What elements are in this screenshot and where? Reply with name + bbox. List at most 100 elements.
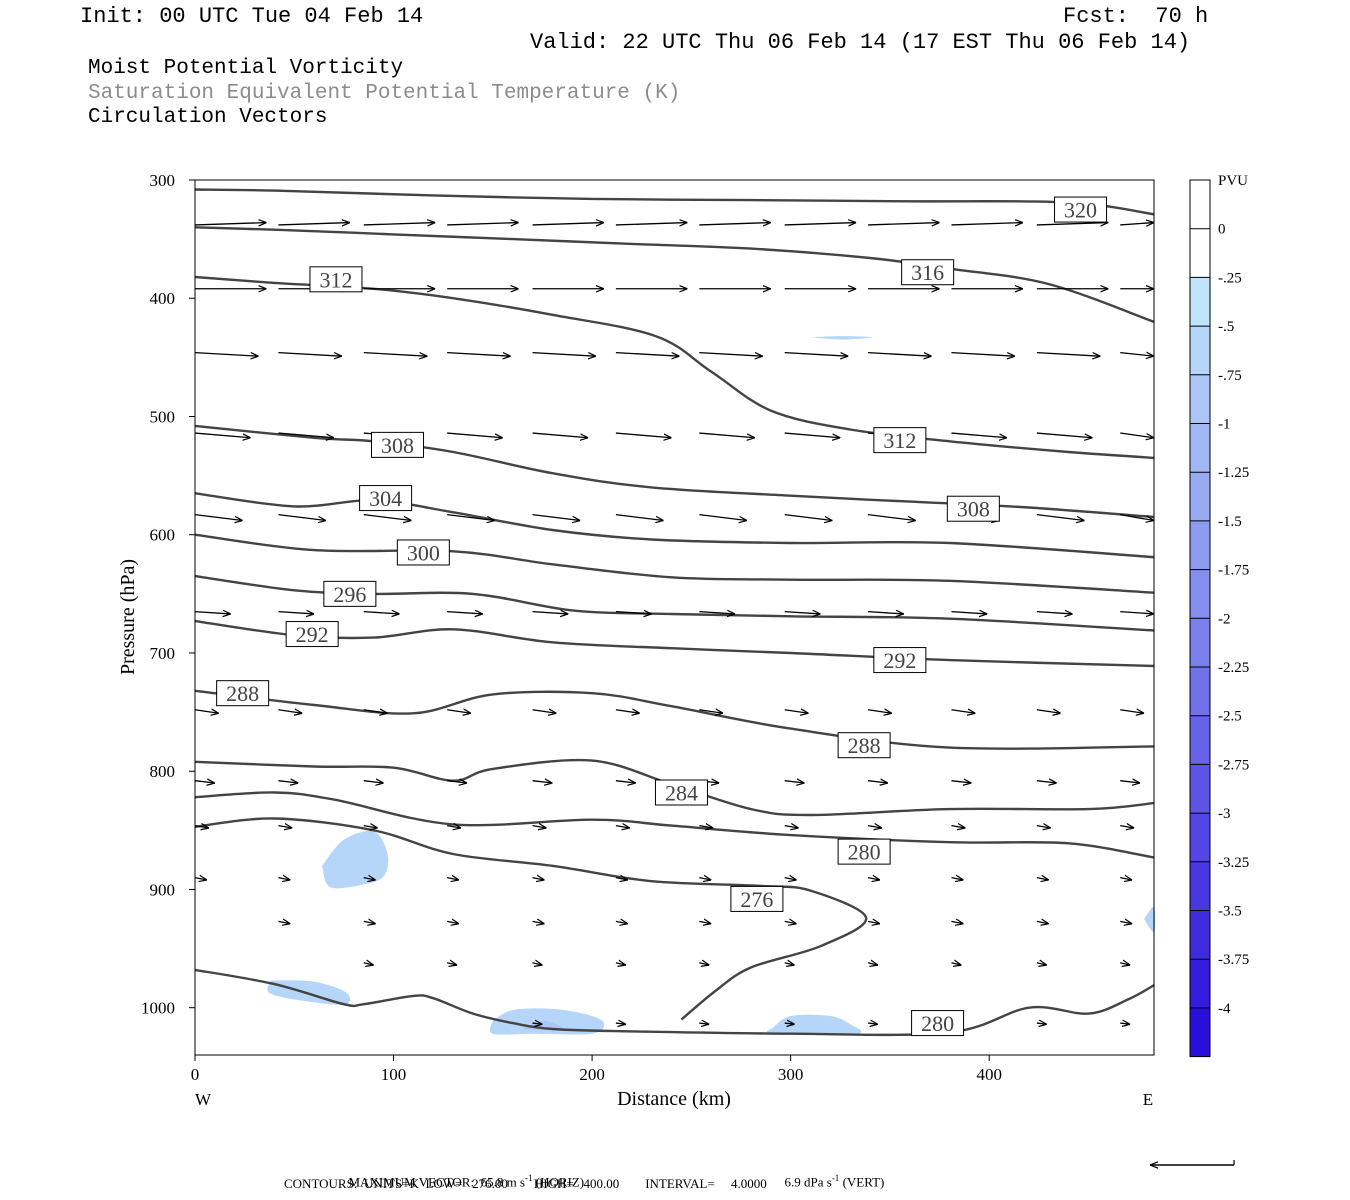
contour-label-11: 288 (848, 733, 881, 758)
circulation-vector-32 (868, 351, 932, 357)
circulation-vector-87 (447, 781, 467, 783)
theta-contour-292-7 (194, 619, 1155, 668)
colorbar-swatch-9 (1190, 618, 1210, 667)
plot-frame (194, 179, 1155, 1056)
contour-label-box-16 (911, 1010, 965, 1037)
colorbar-swatch-14 (1190, 861, 1210, 911)
circulation-vector-132 (447, 963, 457, 965)
x-west-label: W (195, 1090, 212, 1109)
contour-label-box-8 (323, 580, 377, 607)
circulation-vector-91 (784, 781, 805, 783)
circulation-vector-37 (278, 432, 334, 438)
circulation-vector-105 (951, 826, 965, 828)
colorbar-label-9: -2.25 (1218, 660, 1249, 676)
contour-label-box-13 (654, 779, 708, 806)
field-title-theta-es: Saturation Equivalent Potential Temperat… (88, 82, 681, 105)
circulation-vector-58 (1036, 513, 1085, 521)
contour-label-box-10 (285, 621, 339, 648)
theta-contour-320-0 (194, 188, 1155, 216)
circulation-vector-113 (615, 878, 628, 880)
circulation-vector-118 (1036, 878, 1049, 880)
circulation-vector-139 (1036, 963, 1047, 965)
circulation-vector-101 (615, 826, 630, 828)
circulation-vector-30 (699, 351, 763, 357)
circulation-vector-108 (194, 878, 207, 880)
circulation-vector-83 (1120, 710, 1144, 714)
colorbar-swatch-3 (1190, 326, 1210, 375)
circulation-vector-50 (363, 513, 412, 521)
colorbar-title: PVU (1218, 173, 1248, 189)
y-tick-label-2: 500 (150, 407, 176, 426)
circulation-vector-53 (615, 513, 664, 521)
circulation-vector-25 (278, 351, 342, 357)
circulation-vector-131 (363, 963, 374, 965)
x-tick-label-0: 0 (191, 1065, 200, 1084)
colorbar-label-6: -1.5 (1218, 514, 1242, 530)
circulation-vector-138 (951, 963, 961, 965)
circulation-vector-9 (951, 223, 1022, 225)
circulation-vector-110 (363, 878, 376, 880)
circulation-vector-134 (615, 963, 626, 965)
circulation-vector-11 (1120, 223, 1154, 225)
circulation-vector-115 (784, 878, 797, 880)
circulation-vector-94 (1036, 781, 1057, 783)
circulation-vector-39 (447, 432, 503, 438)
circulation-vector-54 (699, 513, 747, 521)
circulation-vector-34 (1036, 351, 1101, 357)
circulation-vector-84 (194, 781, 215, 783)
colorbar-swatch-4 (1190, 374, 1210, 424)
colorbar-label-7: -1.75 (1218, 563, 1249, 579)
circulation-vector-8 (868, 223, 939, 225)
circulation-vector-95 (1120, 781, 1140, 783)
colorbar-swatch-11 (1190, 715, 1210, 765)
circulation-vector-107 (1120, 826, 1134, 828)
y-tick-label-6: 900 (150, 880, 176, 899)
circulation-vector-74 (363, 710, 388, 714)
colorbar-swatch-8 (1190, 569, 1210, 619)
circulation-vector-65 (615, 612, 652, 614)
circulation-vector-0 (194, 223, 266, 225)
contour-label-box-5 (946, 495, 1000, 522)
circulation-vector-61 (278, 612, 314, 614)
y-tick-label-5: 800 (150, 762, 176, 781)
circulation-vector-93 (951, 781, 971, 783)
circulation-vector-10 (1036, 223, 1108, 225)
theta-contour-284-9 (194, 758, 1155, 817)
circulation-vector-67 (784, 612, 821, 614)
circulation-vector-69 (951, 612, 987, 614)
colorbar-swatch-12 (1190, 764, 1210, 814)
vert-label: (VERT) (839, 1174, 885, 1190)
contour-label-8: 296 (333, 582, 366, 607)
circulation-vector-128 (951, 921, 963, 923)
circulation-vector-6 (699, 223, 770, 225)
colorbar-label-1: -.25 (1218, 270, 1242, 286)
circulation-vector-5 (615, 223, 687, 225)
colorbar-swatch-6 (1190, 472, 1210, 521)
circulation-vector-88 (532, 781, 553, 783)
circulation-vector-40 (532, 432, 589, 438)
circulation-vector-123 (532, 921, 545, 923)
max-vector-vert: 6.9 dPa s-1 (VERT) (778, 1157, 885, 1190)
circulation-vector-42 (699, 432, 755, 438)
circulation-vector-99 (447, 826, 461, 828)
circulation-vector-73 (278, 710, 302, 714)
circulation-vector-137 (867, 963, 878, 965)
contour-label-box-0 (1054, 196, 1108, 223)
contour-label-9: 292 (883, 648, 916, 673)
pv-shade-0 (322, 830, 389, 889)
colorbar-swatch-13 (1190, 813, 1210, 862)
circulation-vector-75 (447, 710, 471, 714)
contour-label-4: 308 (381, 433, 414, 458)
circulation-vector-3 (447, 223, 518, 225)
circulation-vector-120 (278, 921, 290, 923)
circulation-vector-41 (615, 432, 672, 438)
y-axis-title: Pressure (hPa) (117, 559, 139, 675)
colorbar-label-14: -3.5 (1218, 904, 1242, 920)
colorbar-swatch-17 (1190, 1007, 1210, 1057)
circulation-vector-24 (194, 351, 259, 357)
max-vector-horiz: (HORIZ) (532, 1174, 585, 1190)
contour-label-box-6 (359, 485, 413, 512)
colorbar-swatch-16 (1190, 959, 1210, 1008)
colorbar-label-5: -1.25 (1218, 465, 1249, 481)
vert-unit-exp: -1 (831, 1173, 840, 1183)
